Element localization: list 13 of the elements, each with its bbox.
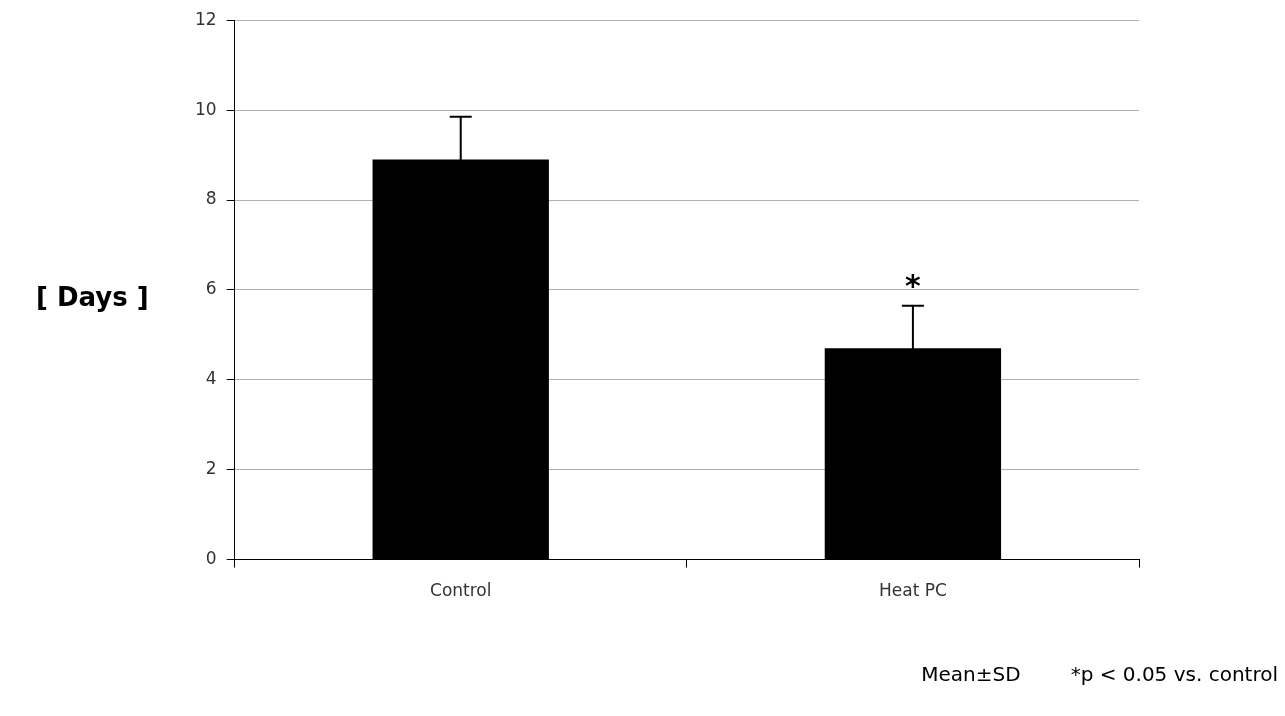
y-axis-title: [ Days ] <box>36 282 149 312</box>
x-tick-label: Heat PC <box>878 580 947 601</box>
y-tick-label: 0 <box>205 548 217 569</box>
y-tick-label: 2 <box>205 458 217 479</box>
text: Mean±SD <box>921 662 1021 687</box>
y-tick-label: 10 <box>194 98 217 119</box>
y-tick-label: 6 <box>205 278 217 299</box>
y-tick-label: 4 <box>205 368 217 389</box>
y-tick-label: 12 <box>194 8 217 29</box>
x-tick-label: Control <box>430 580 492 601</box>
text: *p < 0.05 vs. control <box>1070 662 1278 687</box>
y-tick-label: 8 <box>205 188 217 209</box>
annotation: * <box>905 268 922 304</box>
